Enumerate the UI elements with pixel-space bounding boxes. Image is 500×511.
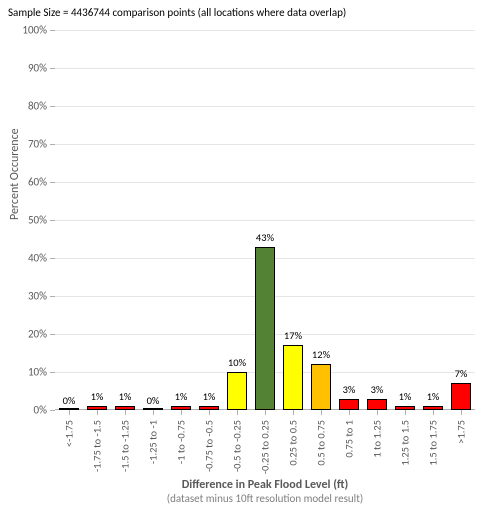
bar-value-label: 12% (312, 348, 330, 361)
bar-value-label: 3% (343, 383, 356, 396)
x-tick-label: -0.75 to -0.5 (203, 420, 216, 472)
x-tick-label: 1.25 to 1.5 (399, 420, 412, 466)
x-axis-label-wrap: Difference in Peak Flood Level (ft) (dat… (55, 478, 475, 505)
y-tick-label: 20% (0, 328, 47, 341)
x-tick (405, 410, 406, 415)
x-tick (209, 410, 210, 415)
plot-region: 0% 1% 1% 0% 1% 1% 10% 43% 17% 12% 3% 3% 1% 1% 7% (55, 30, 475, 410)
x-tick-label: -1.75 to -1.5 (91, 420, 104, 472)
y-tick (50, 144, 55, 145)
y-tick (50, 30, 55, 31)
x-tick (293, 410, 294, 415)
x-tick (433, 410, 434, 415)
bar-value-label: 1% (175, 390, 188, 403)
bar (227, 372, 247, 410)
bar (311, 364, 331, 410)
y-tick (50, 106, 55, 107)
bar-value-label: 10% (228, 356, 246, 369)
bar (339, 399, 359, 410)
x-tick-label: -0.25 to 0.25 (259, 420, 272, 474)
bar-value-label: 1% (91, 390, 104, 403)
x-tick (265, 410, 266, 415)
x-tick-label: <-1.75 (63, 420, 76, 447)
x-tick-label: >1.75 (455, 420, 468, 444)
y-tick (50, 182, 55, 183)
bar (283, 345, 303, 410)
bar-value-label: 7% (455, 367, 468, 380)
y-tick (50, 258, 55, 259)
x-tick-label: 1.5 to 1.75 (427, 420, 440, 466)
y-tick (50, 334, 55, 335)
bar-value-label: 0% (63, 394, 76, 407)
x-tick-label: -1.5 to -1.25 (119, 420, 132, 472)
x-tick-label: 0.75 to 1 (343, 420, 356, 458)
gridline (55, 144, 475, 145)
gridline (55, 182, 475, 183)
y-tick-label: 30% (0, 290, 47, 303)
bar-value-label: 3% (371, 383, 384, 396)
x-axis-sublabel: (dataset minus 10ft resolution model res… (55, 492, 475, 505)
y-tick-label: 80% (0, 100, 47, 113)
bar-value-label: 17% (284, 329, 302, 342)
x-tick-label: -1 to -0.75 (175, 420, 188, 464)
y-tick-label: 40% (0, 252, 47, 265)
x-tick (349, 410, 350, 415)
y-tick-label: 90% (0, 62, 47, 75)
y-tick-label: 0% (0, 404, 47, 417)
x-tick-label: 0.25 to 0.5 (287, 420, 300, 466)
x-tick-label: 0.5 to 0.75 (315, 420, 328, 466)
bar (255, 247, 275, 410)
chart-title: Sample Size = 4436744 comparison points … (8, 6, 346, 19)
gridline (55, 68, 475, 69)
x-tick (153, 410, 154, 415)
page: Sample Size = 4436744 comparison points … (0, 0, 500, 511)
bar-value-label: 1% (119, 390, 132, 403)
bar-value-label: 1% (399, 390, 412, 403)
x-tick-label: 1 to 1.25 (371, 420, 384, 458)
x-tick (321, 410, 322, 415)
y-tick-label: 100% (0, 24, 47, 37)
y-tick (50, 410, 55, 411)
bar (451, 383, 471, 410)
gridline (55, 106, 475, 107)
bar-value-label: 1% (203, 390, 216, 403)
x-axis-label: Difference in Peak Flood Level (ft) (55, 478, 475, 492)
x-tick (97, 410, 98, 415)
x-tick-label: -1.25 to -1 (147, 420, 160, 464)
gridline (55, 30, 475, 31)
y-tick-label: 70% (0, 138, 47, 151)
chart-area: 0% 1% 1% 0% 1% 1% 10% 43% 17% 12% 3% 3% 1% 1% 7% (55, 30, 475, 410)
x-tick (181, 410, 182, 415)
x-tick (377, 410, 378, 415)
y-tick (50, 372, 55, 373)
y-tick-label: 60% (0, 176, 47, 189)
bar-value-label: 43% (256, 231, 274, 244)
x-tick (237, 410, 238, 415)
bar-value-label: 0% (147, 394, 160, 407)
y-tick (50, 220, 55, 221)
x-tick (461, 410, 462, 415)
bar (367, 399, 387, 410)
x-tick (125, 410, 126, 415)
y-tick-label: 10% (0, 366, 47, 379)
y-tick (50, 296, 55, 297)
gridline (55, 220, 475, 221)
y-tick-label: 50% (0, 214, 47, 227)
y-tick (50, 68, 55, 69)
x-tick (69, 410, 70, 415)
bar-value-label: 1% (427, 390, 440, 403)
x-tick-label: -0.5 to -0.25 (231, 420, 244, 472)
